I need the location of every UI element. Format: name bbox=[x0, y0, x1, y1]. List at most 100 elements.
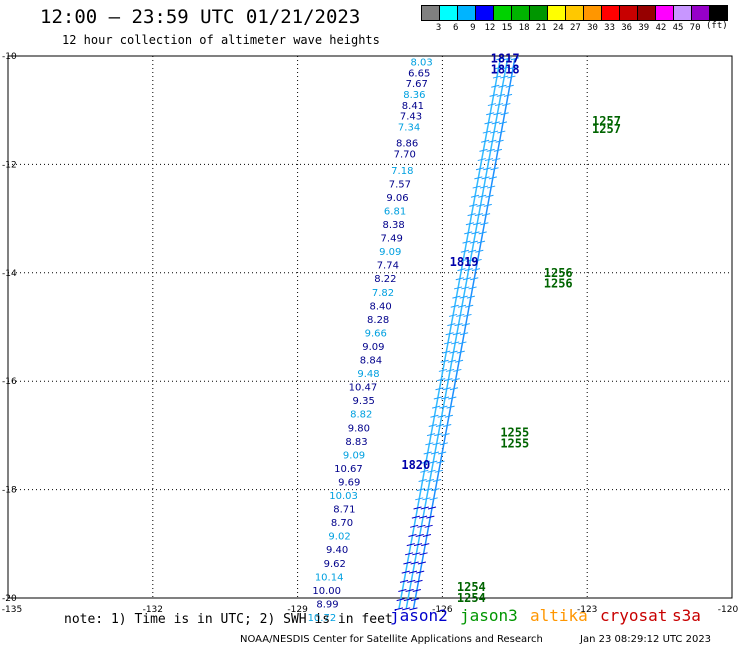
swh-value: 7.49 bbox=[381, 234, 403, 245]
jason3-track-tick bbox=[407, 579, 416, 583]
lon-label: -129 bbox=[287, 605, 308, 615]
jason3-track-tick bbox=[452, 332, 462, 336]
jason3-track-tick bbox=[475, 167, 485, 171]
jason3-track-tick bbox=[461, 286, 470, 290]
jason3-track-tick bbox=[418, 515, 428, 519]
jason3-track-tick bbox=[443, 423, 452, 427]
jason3-track-tick bbox=[490, 167, 499, 171]
jason3-track-tick bbox=[442, 387, 451, 391]
jason3-track-tick bbox=[427, 469, 436, 473]
jason3-track-tick bbox=[489, 93, 498, 97]
generated-timestamp: Jan 23 08:29:12 UTC 2023 bbox=[580, 634, 712, 645]
jason3-track-tick bbox=[493, 112, 502, 116]
lat-label: -14 bbox=[2, 269, 17, 279]
jason3-track-tick bbox=[494, 66, 503, 70]
scale-label: 70 bbox=[689, 23, 701, 33]
jason3-track-tick bbox=[402, 607, 411, 611]
jason3-track-tick bbox=[488, 176, 497, 180]
jason3-track-tick bbox=[474, 176, 483, 180]
jason3-track-tick bbox=[464, 268, 473, 272]
scale-label: 24 bbox=[552, 23, 564, 33]
jason3-track-tick bbox=[496, 93, 505, 97]
time-label: 1256 bbox=[544, 266, 573, 280]
jason3-track-tick bbox=[498, 84, 507, 88]
scale-label: 3 bbox=[435, 23, 442, 33]
time-label: 1817 bbox=[491, 52, 520, 66]
jason3-track-tick bbox=[454, 359, 464, 363]
jason3-track-tick bbox=[483, 167, 492, 171]
jason3-track-tick bbox=[478, 231, 487, 235]
jason3-track-tick bbox=[428, 423, 437, 427]
jason3-track-tick bbox=[467, 249, 477, 253]
jason3-track-tick bbox=[480, 139, 490, 143]
jason3-track-tick bbox=[472, 185, 481, 189]
jason3-track-tick bbox=[429, 497, 438, 501]
credit-line: NOAA/NESDIS Center for Satellite Applica… bbox=[240, 634, 543, 645]
jason3-track-tick bbox=[453, 286, 463, 290]
jason3-track-tick bbox=[424, 524, 433, 528]
jason3-track-tick bbox=[421, 543, 430, 547]
scale-label: 27 bbox=[569, 23, 581, 33]
jason3-track-tick bbox=[411, 515, 420, 519]
jason3-track-tick bbox=[501, 66, 510, 70]
jason3-track-tick bbox=[422, 534, 432, 537]
scale-label: 33 bbox=[604, 23, 616, 33]
swh-value: 9.69 bbox=[338, 477, 360, 488]
jason3-track-tick bbox=[502, 103, 511, 107]
scale-label: 12 bbox=[484, 23, 496, 33]
jason3-track-tick bbox=[469, 240, 478, 244]
swh-value: 10.47 bbox=[349, 383, 378, 394]
jason3-track-tick bbox=[446, 405, 455, 409]
jason3-track-tick bbox=[436, 460, 445, 464]
scale-label: 6 bbox=[452, 23, 459, 33]
satellite-legend-jason2: jason2 bbox=[390, 606, 448, 625]
jason3-track-tick bbox=[448, 396, 457, 400]
jason3-track-tick bbox=[471, 268, 481, 272]
satellite-legend-jason3: jason3 bbox=[460, 606, 518, 625]
jason3-track-tick bbox=[412, 552, 421, 556]
jason3-track-tick bbox=[476, 203, 485, 207]
jason3-track-tick bbox=[473, 222, 482, 226]
jason3-track-tick bbox=[460, 249, 469, 253]
lat-label: -18 bbox=[2, 486, 17, 496]
legend-note: note: 1) Time is in UTC; 2) SWH is in fe… bbox=[64, 612, 393, 627]
jason3-track-tick bbox=[500, 112, 509, 116]
scale-label: 18 bbox=[518, 23, 530, 33]
jason3-track-tick bbox=[405, 589, 414, 592]
chart-title: 12:00 – 23:59 UTC 01/21/2023 bbox=[40, 6, 361, 28]
jason3-track-tick bbox=[510, 57, 519, 61]
jason3-track-tick bbox=[481, 176, 490, 180]
jason3-track-tick bbox=[419, 552, 428, 556]
jason3-track-tick bbox=[491, 121, 500, 125]
jason3-track-tick bbox=[483, 203, 492, 207]
swh-value: 7.82 bbox=[372, 288, 394, 299]
jason3-track-tick bbox=[459, 295, 468, 299]
time-label: 1819 bbox=[450, 255, 479, 269]
jason3-track-tick bbox=[495, 139, 504, 143]
jason3-track-tick bbox=[437, 414, 446, 418]
jason3-track-tick bbox=[446, 368, 455, 372]
jason3-track-tick bbox=[403, 561, 412, 565]
jason3-track-tick bbox=[500, 75, 509, 79]
jason3-track-tick bbox=[413, 506, 422, 510]
time-label: 1257 bbox=[592, 122, 621, 136]
jason3-track-tick bbox=[411, 598, 420, 602]
jason3-track-tick bbox=[433, 396, 442, 400]
jason3-track-tick bbox=[464, 231, 473, 235]
jason3-track-tick bbox=[430, 414, 439, 418]
swh-value: 7.57 bbox=[389, 179, 411, 190]
lon-label: -120 bbox=[718, 605, 739, 615]
jason3-track-tick bbox=[420, 469, 429, 473]
time-label: 1255 bbox=[500, 437, 529, 451]
time-label: 1820 bbox=[401, 458, 430, 472]
jason3-track-tick bbox=[466, 258, 475, 262]
jason3-track-tick bbox=[416, 570, 425, 574]
time-label: 1254 bbox=[457, 591, 486, 605]
jason3-track-tick bbox=[466, 295, 475, 299]
jason3-track-tick bbox=[408, 534, 417, 537]
swh-value: 8.84 bbox=[360, 356, 382, 367]
jason3-track-tick bbox=[480, 222, 489, 226]
lon-label: -126 bbox=[432, 605, 453, 615]
swh-value: 9.62 bbox=[324, 559, 346, 570]
swh-value: 10.00 bbox=[312, 586, 341, 597]
